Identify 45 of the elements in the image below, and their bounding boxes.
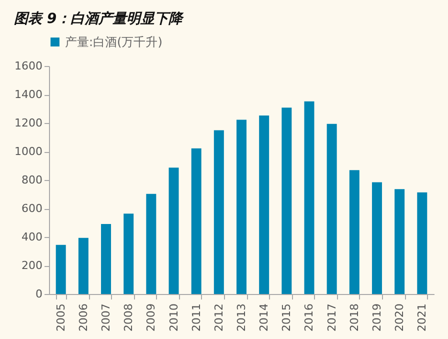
bar (56, 244, 66, 294)
x-tick-label: 2021 (416, 304, 429, 332)
x-tick-label: 2006 (76, 304, 90, 332)
y-tick-label: 800 (22, 174, 42, 186)
bar (236, 120, 246, 294)
x-tick-label: 2019 (370, 304, 384, 332)
bar (349, 170, 360, 294)
y-tick-label: 1600 (14, 60, 42, 72)
x-tick-label: 2011 (190, 304, 203, 332)
bar (78, 238, 88, 294)
x-tick-label: 2008 (122, 304, 136, 332)
bar (304, 101, 314, 294)
bar (168, 168, 179, 294)
x-tick-label: 2005 (54, 304, 68, 332)
y-tick-label: 400 (22, 230, 42, 244)
x-tick-label: 2012 (212, 304, 226, 332)
y-tick-label: 1400 (14, 88, 42, 101)
y-tick-label: 600 (22, 202, 42, 215)
y-tick-label: 1000 (14, 145, 42, 158)
bar (259, 115, 270, 294)
x-tick-label: 2010 (167, 304, 180, 332)
bar (124, 214, 134, 294)
x-tick-label: 2018 (348, 304, 361, 332)
x-tick-label: 2013 (235, 304, 248, 332)
x-tick-label: 2015 (280, 304, 294, 332)
legend-label: 产量:白酒(万千升) (65, 35, 162, 49)
x-tick-label: 2007 (100, 304, 113, 332)
bar (394, 189, 405, 294)
bar (417, 192, 428, 294)
bar (101, 224, 112, 294)
x-tick-label: 2017 (325, 304, 338, 332)
x-tick-label: 2016 (302, 304, 316, 332)
chart-title: 图表 9：白酒产量明显下降 (14, 10, 185, 27)
bar (146, 194, 156, 294)
y-tick-label: 1200 (14, 116, 42, 130)
bar (191, 148, 202, 294)
bar (326, 124, 337, 294)
x-tick-label: 2020 (393, 304, 406, 332)
bar (282, 108, 292, 294)
bar (214, 130, 224, 294)
x-tick-label: 2009 (144, 304, 158, 332)
y-tick-label: 0 (36, 288, 42, 300)
y-tick-label: 200 (22, 259, 42, 272)
bar (372, 182, 382, 294)
x-tick-label: 2014 (258, 304, 271, 332)
